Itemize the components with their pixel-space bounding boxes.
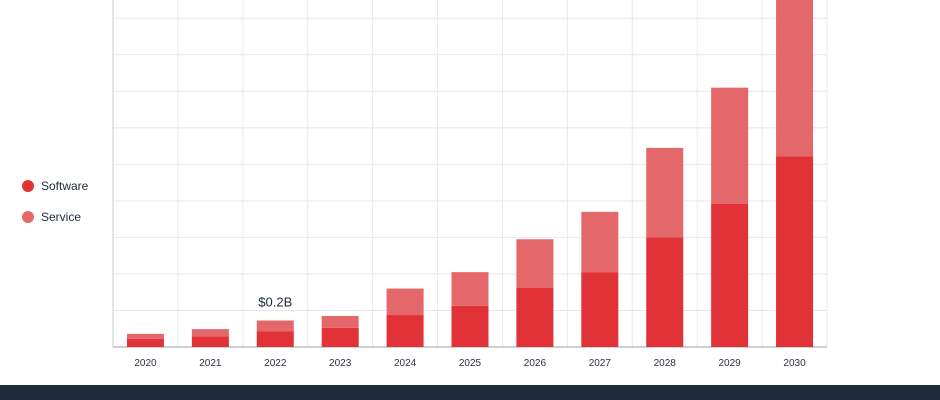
chart-legend: Software Service [22,176,88,238]
bar-software-2027 [581,272,619,347]
x-axis-ticks: 2020 2021 2022 2023 2024 2025 2026 2027 2028 2029… [134,358,806,369]
legend-item-service: Service [22,207,88,227]
bar-service-2025 [451,272,489,306]
bar-software-2023 [321,327,359,347]
chart-grid [112,0,828,348]
legend-label-software: Software [41,179,89,193]
bar-software-2021 [191,336,229,347]
legend-item-software: Software [22,176,88,196]
legend-label-service: Service [41,210,82,224]
chart-annotations: $0.2B [258,295,292,310]
x-tick-label-2025: 2025 [459,358,482,369]
data-label-2022: $0.2B [258,295,292,310]
bar-service-2023 [321,315,359,328]
x-tick-label-2024: 2024 [394,358,417,369]
bar-software-2026 [516,287,554,347]
bar-software-2022 [256,331,294,347]
x-tick-label-2029: 2029 [719,358,742,369]
bar-service-2022 [256,320,294,332]
x-tick-label-2023: 2023 [329,358,352,369]
footer-bar [0,385,940,400]
bar-service-2021 [191,329,229,337]
x-tick-label-2030: 2030 [783,358,806,369]
stacked-bar-chart: 2020 2021 2022 2023 2024 2025 2026 2027 2028 2029… [112,0,828,369]
bar-service-2027 [581,211,619,273]
bar-software-2029 [711,203,749,347]
bar-service-2028 [646,147,684,238]
bar-service-2029 [711,87,749,204]
bar-software-2028 [646,237,684,347]
x-tick-label-2027: 2027 [589,358,612,369]
bar-software-2020 [126,338,164,347]
x-tick-label-2028: 2028 [654,358,677,369]
x-tick-label-2022: 2022 [264,358,287,369]
bar-software-2024 [386,315,424,347]
legend-dot-software [22,180,34,192]
x-tick-label-2026: 2026 [524,358,547,369]
x-tick-label-2021: 2021 [199,358,222,369]
bar-software-2025 [451,305,489,347]
bar-service-2030 [776,0,814,157]
bar-service-2026 [516,239,554,288]
bar-service-2020 [126,333,164,339]
x-tick-label-2020: 2020 [134,358,157,369]
bar-software-2030 [776,156,814,347]
bar-service-2024 [386,288,424,316]
chart-bars [126,0,814,347]
legend-dot-service [22,211,34,223]
